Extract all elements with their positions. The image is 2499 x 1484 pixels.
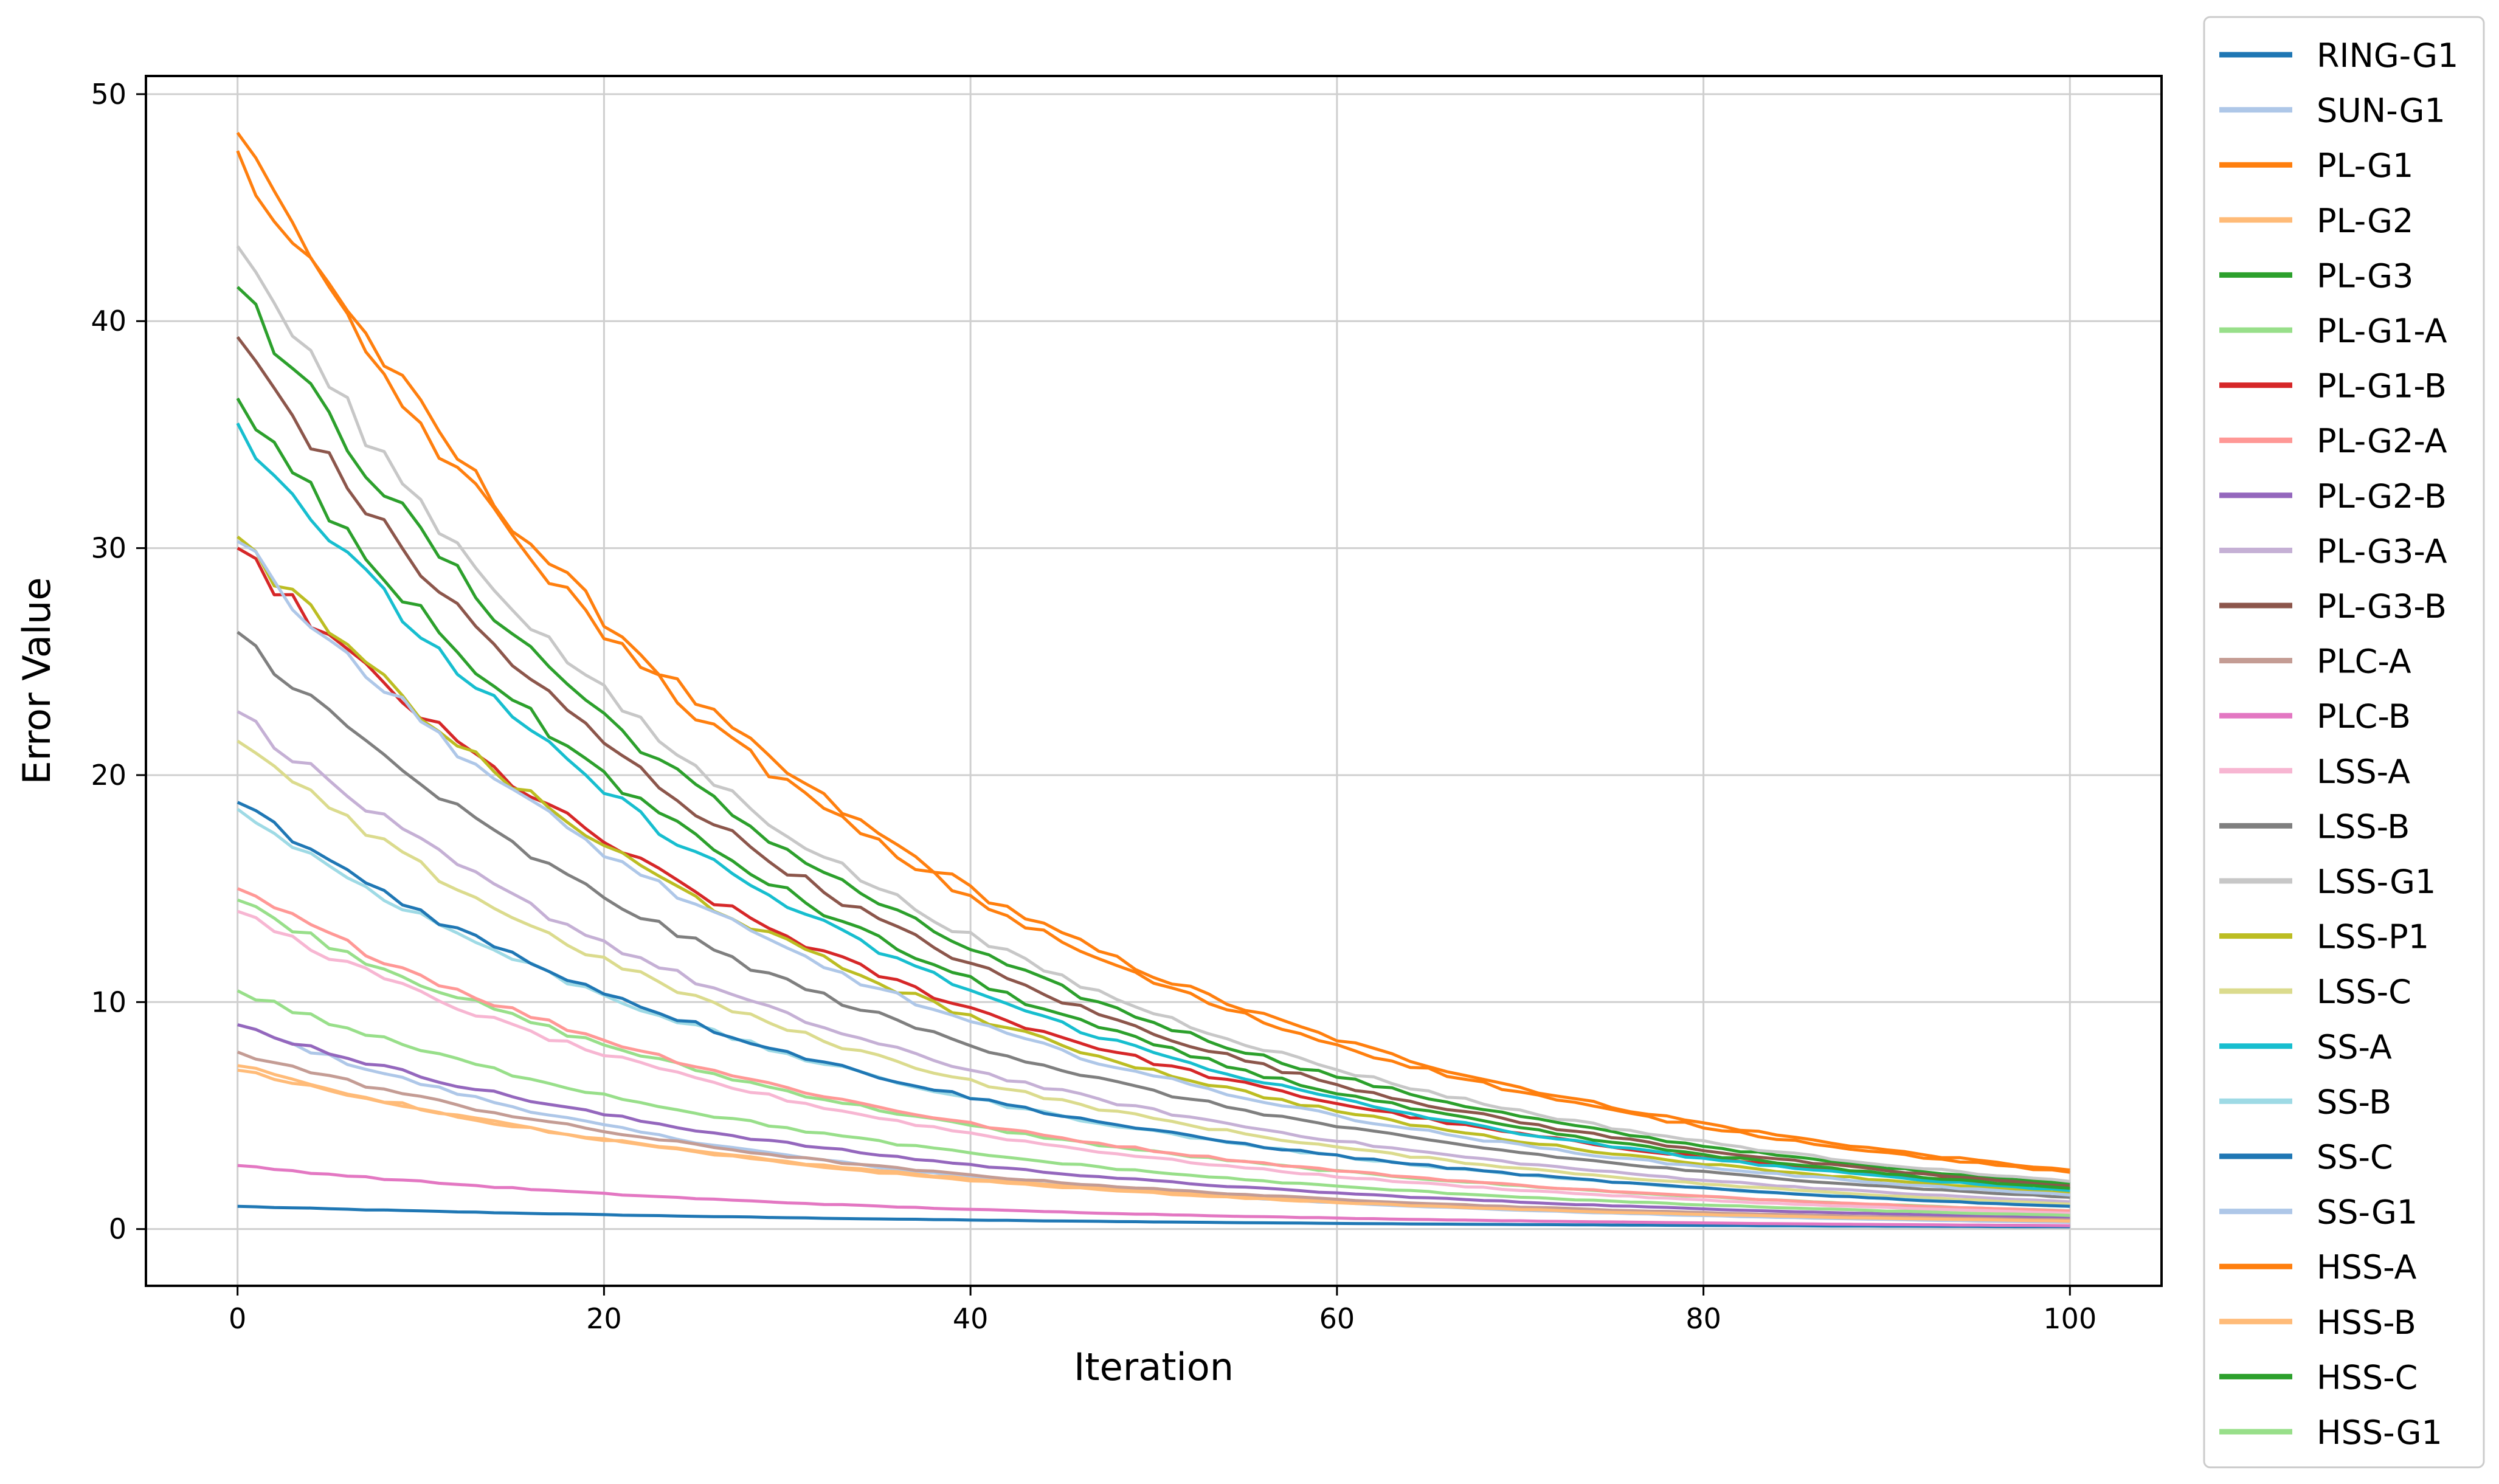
x-tick-label: 40 — [953, 1302, 989, 1335]
legend-label: PL-G3 — [2317, 257, 2413, 295]
series-line-pl-g2-b — [237, 1023, 2070, 1220]
legend-label: PL-G1-B — [2317, 367, 2447, 406]
series-line-lss-b — [237, 630, 2070, 1199]
legend-label: HSS-C — [2317, 1358, 2418, 1396]
legend-label: LSS-B — [2317, 807, 2410, 846]
series-line-pl-g2-a — [237, 887, 2070, 1213]
legend-label: PL-G1 — [2317, 147, 2413, 185]
axis-ticks: 0 20 40 60 80 100 0 10 20 30 40 50 — [91, 78, 2096, 1335]
legend-label: RING-G1 — [2317, 36, 2458, 75]
legend-label: HSS-A — [2317, 1248, 2416, 1286]
x-tick-label: 60 — [1319, 1302, 1355, 1335]
legend-label: PL-G2-B — [2317, 477, 2447, 516]
legend-label: HSS-B — [2317, 1303, 2416, 1342]
y-tick-label: 0 — [109, 1213, 126, 1246]
y-tick-label: 40 — [91, 305, 126, 337]
series-line-ss-a — [236, 423, 2070, 1192]
series-line-ss-g1 — [237, 540, 2070, 1197]
series-line-pl-g3-b — [236, 336, 2070, 1188]
legend-label: LSS-C — [2317, 973, 2411, 1011]
legend-label: PLC-A — [2317, 643, 2411, 681]
x-tick-label: 20 — [586, 1302, 622, 1335]
legend-label: PLC-B — [2317, 697, 2411, 736]
legend-box — [2203, 16, 2485, 1469]
legend-label: SS-B — [2317, 1083, 2391, 1121]
legend-label: PL-G2-A — [2317, 422, 2447, 460]
y-tick-label: 20 — [91, 759, 126, 792]
series-line-lss-g1 — [236, 245, 2070, 1183]
legend-label: SS-C — [2317, 1138, 2393, 1176]
legend-label: PL-G1-A — [2317, 312, 2447, 350]
series-line-lss-c — [237, 739, 2070, 1206]
series-line-plc-b — [237, 1164, 2070, 1227]
series-line-hss-g1 — [237, 989, 2070, 1217]
legend-label: SS-A — [2317, 1028, 2392, 1066]
legend-label: LSS-P1 — [2317, 918, 2429, 956]
y-tick-label: 10 — [91, 985, 126, 1018]
legend: RING-G1 SUN-G1 PL-G1 PL-G2 PL-G3 PL-G1-A PL-G1… — [2203, 16, 2485, 1469]
series-line-pl-g3 — [236, 286, 2070, 1185]
x-axis-label: Iteration — [1074, 1345, 1234, 1389]
series-line-pl-g3-a — [237, 710, 2070, 1204]
series-line-lss-p1 — [237, 535, 2070, 1195]
legend-label: PL-G3-A — [2317, 532, 2447, 570]
y-tick-label: 50 — [91, 78, 126, 111]
series-line-hss-b — [237, 1064, 2070, 1223]
series-lines — [236, 131, 2070, 1229]
x-tick-label: 100 — [2043, 1302, 2096, 1335]
legend-label: HSS-G1 — [2317, 1413, 2442, 1452]
legend-label: PL-G3-B — [2317, 587, 2447, 626]
x-tick-label: 80 — [1685, 1302, 1721, 1335]
legend-label: LSS-A — [2317, 753, 2410, 791]
series-line-pl-g1 — [236, 131, 2070, 1172]
y-axis-label: Error Value — [15, 577, 59, 784]
x-tick-label: 0 — [229, 1302, 246, 1335]
legend-label: PL-G2 — [2317, 202, 2413, 240]
series-line-hss-c — [236, 397, 2070, 1190]
legend-label: SS-G1 — [2317, 1193, 2418, 1232]
series-line-hss-a — [236, 150, 2070, 1174]
series-line-ss-c — [237, 801, 2070, 1208]
grid-lines — [146, 76, 2162, 1286]
series-line-ring-g1 — [237, 1204, 2070, 1229]
legend-label: LSS-G1 — [2317, 863, 2436, 901]
legend-label: SUN-G1 — [2317, 92, 2445, 130]
plot-area-frame — [145, 75, 2163, 1287]
series-line-lss-a — [237, 909, 2070, 1215]
y-tick-label: 30 — [91, 532, 126, 565]
